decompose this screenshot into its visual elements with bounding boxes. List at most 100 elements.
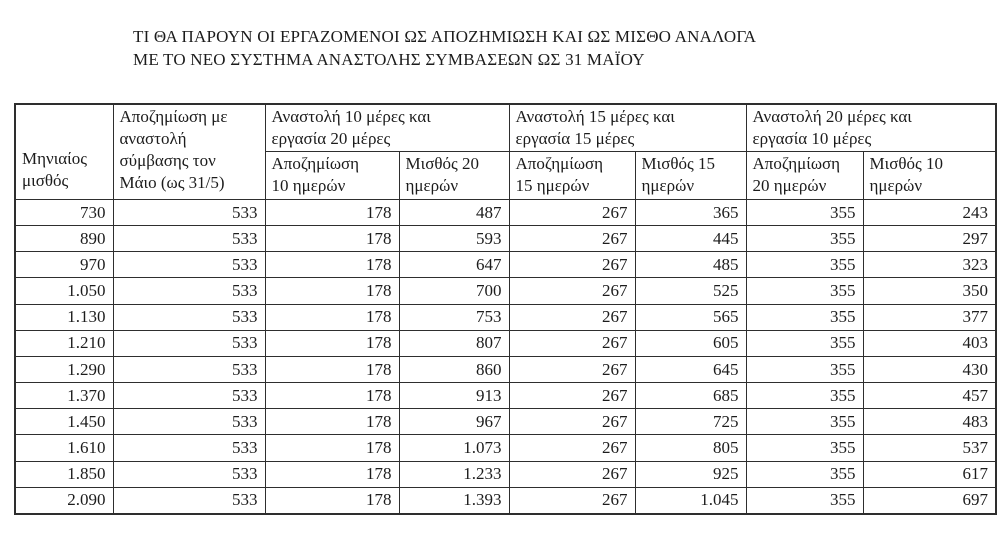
table-cell: 533 xyxy=(112,460,266,488)
table-cell: 178 xyxy=(264,486,400,515)
table-row: 730 533 178 487 267 365 355 243 xyxy=(14,198,997,227)
table-cell: 267 xyxy=(508,486,636,515)
table-cell: 457 xyxy=(862,382,997,410)
table-cell: 267 xyxy=(508,277,636,305)
table-cell: 355 xyxy=(745,434,864,462)
table-cell: 483 xyxy=(862,408,997,436)
table-cell: 267 xyxy=(508,408,636,436)
table-cell: 267 xyxy=(508,225,636,253)
table-cell: 1.073 xyxy=(398,434,510,462)
table-cell: 533 xyxy=(112,329,266,357)
table-cell: 1.045 xyxy=(634,486,747,515)
table-cell: 355 xyxy=(745,355,864,384)
table-cell: 645 xyxy=(634,355,747,384)
table-cell: 1.130 xyxy=(14,303,114,331)
table-cell: 178 xyxy=(264,198,400,227)
table-cell: 533 xyxy=(112,225,266,253)
table-cell: 2.090 xyxy=(14,486,114,515)
header-group-10-20: Αναστολή 10 μέρες και εργασία 20 μέρες xyxy=(264,103,510,152)
table-row: 1.450 533 178 967 267 725 355 483 xyxy=(14,408,997,436)
table-cell: 355 xyxy=(745,382,864,410)
table-cell: 533 xyxy=(112,251,266,279)
header-compensation-10-days: Αποζημίωση 10 ημερών xyxy=(264,151,400,200)
header-sub-row: Αποζημίωση 10 ημερών Μισθός 20 ημερών Απ… xyxy=(15,151,997,200)
table-cell: 403 xyxy=(862,329,997,357)
table-row: 2.090 533 178 1.393 267 1.045 355 697 xyxy=(14,486,997,515)
header-group-20-10: Αναστολή 20 μέρες και εργασία 10 μέρες xyxy=(745,103,997,152)
table-cell: 355 xyxy=(745,329,864,357)
table-cell: 1.233 xyxy=(398,460,510,488)
table-cell: 805 xyxy=(634,434,747,462)
table-cell: 1.050 xyxy=(14,277,114,305)
table-row: 1.610 533 178 1.073 267 805 355 537 xyxy=(14,434,997,462)
table-cell: 1.370 xyxy=(14,382,114,410)
table-cell: 967 xyxy=(398,408,510,436)
table-cell: 267 xyxy=(508,434,636,462)
table-cell: 647 xyxy=(398,251,510,279)
table-cell: 267 xyxy=(508,329,636,357)
table-cell: 178 xyxy=(264,434,400,462)
document-title: ΤΙ ΘΑ ΠΑΡΟΥΝ ΟΙ ΕΡΓΑΖΟΜΕΝΟΙ ΩΣ ΑΠΟΖΗΜΙΩΣ… xyxy=(133,25,756,71)
table-cell: 350 xyxy=(862,277,997,305)
table-cell: 485 xyxy=(634,251,747,279)
table-cell: 487 xyxy=(398,198,510,227)
table-cell: 243 xyxy=(862,198,997,227)
table-cell: 730 xyxy=(14,198,114,227)
table-cell: 925 xyxy=(634,460,747,488)
header-salary-10-days: Μισθός 10 ημερών xyxy=(862,151,997,200)
header-salary-20-days: Μισθός 20 ημερών xyxy=(398,151,510,200)
table-cell: 355 xyxy=(745,303,864,331)
table-cell: 860 xyxy=(398,355,510,384)
table-cell: 1.610 xyxy=(14,434,114,462)
table-cell: 533 xyxy=(112,382,266,410)
table-cell: 617 xyxy=(862,460,997,488)
table-cell: 355 xyxy=(745,251,864,279)
table-cell: 533 xyxy=(112,434,266,462)
table-cell: 267 xyxy=(508,198,636,227)
table-cell: 890 xyxy=(14,225,114,253)
table-cell: 323 xyxy=(862,251,997,279)
table-cell: 970 xyxy=(14,251,114,279)
table-cell: 445 xyxy=(634,225,747,253)
table-cell: 1.393 xyxy=(398,486,510,515)
table-cell: 267 xyxy=(508,460,636,488)
table-cell: 178 xyxy=(264,251,400,279)
table-cell: 267 xyxy=(508,303,636,331)
table-row: 1.370 533 178 913 267 685 355 457 xyxy=(14,382,997,410)
table-cell: 178 xyxy=(264,355,400,384)
table-cell: 533 xyxy=(112,408,266,436)
table-cell: 605 xyxy=(634,329,747,357)
header-compensation-15-days: Αποζημίωση 15 ημερών xyxy=(508,151,636,200)
table-cell: 267 xyxy=(508,251,636,279)
table-cell: 533 xyxy=(112,355,266,384)
table-row: 1.850 533 178 1.233 267 925 355 617 xyxy=(14,460,997,488)
table-cell: 593 xyxy=(398,225,510,253)
table-cell: 178 xyxy=(264,382,400,410)
table-row: 970 533 178 647 267 485 355 323 xyxy=(14,251,997,279)
table-cell: 178 xyxy=(264,225,400,253)
table-cell: 297 xyxy=(862,225,997,253)
table-cell: 178 xyxy=(264,408,400,436)
table-cell: 1.290 xyxy=(14,355,114,384)
table-cell: 355 xyxy=(745,460,864,488)
table-cell: 1.850 xyxy=(14,460,114,488)
table-cell: 753 xyxy=(398,303,510,331)
table-cell: 267 xyxy=(508,382,636,410)
table-cell: 685 xyxy=(634,382,747,410)
table-cell: 697 xyxy=(862,486,997,515)
table-cell: 913 xyxy=(398,382,510,410)
table-cell: 1.450 xyxy=(14,408,114,436)
header-compensation-20-days: Αποζημίωση 20 ημερών xyxy=(745,151,864,200)
table-cell: 365 xyxy=(634,198,747,227)
table-cell: 355 xyxy=(745,408,864,436)
table-row: 1.290 533 178 860 267 645 355 430 xyxy=(14,355,997,384)
table-cell: 525 xyxy=(634,277,747,305)
table-cell: 377 xyxy=(862,303,997,331)
table-row: 1.050 533 178 700 267 525 355 350 xyxy=(14,277,997,305)
table-cell: 178 xyxy=(264,460,400,488)
table-cell: 533 xyxy=(112,277,266,305)
table-row: 1.210 533 178 807 267 605 355 403 xyxy=(14,329,997,357)
title-line-2: ΜΕ ΤΟ ΝΕΟ ΣΥΣΤΗΜΑ ΑΝΑΣΤΟΛΗΣ ΣΥΜΒΑΣΕΩΝ ΩΣ… xyxy=(133,50,645,69)
header-group-15-15: Αναστολή 15 μέρες και εργασία 15 μέρες xyxy=(508,103,747,152)
